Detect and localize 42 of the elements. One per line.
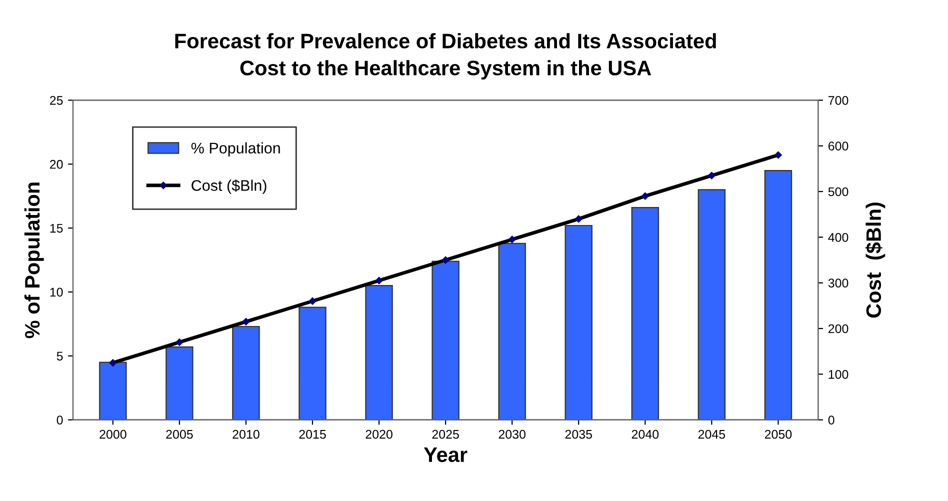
x-tick-label: 2045 bbox=[698, 430, 726, 439]
y-tick-label: 15 bbox=[50, 224, 63, 233]
bar bbox=[298, 306, 326, 420]
y-tick-label: 25 bbox=[50, 96, 63, 105]
bar bbox=[166, 346, 194, 420]
bar bbox=[564, 224, 592, 420]
y-axis-title: % of Population bbox=[24, 182, 44, 338]
legend-label: % Population bbox=[191, 142, 280, 157]
bar bbox=[432, 260, 460, 420]
x-tick-label: 2050 bbox=[764, 430, 792, 439]
x-tick-label: 2010 bbox=[232, 430, 260, 439]
x-axis-title: Year bbox=[424, 448, 468, 462]
x-tick-label: 2025 bbox=[432, 430, 459, 439]
bar bbox=[232, 326, 260, 420]
legend-label: Cost ($Bln) bbox=[192, 179, 266, 194]
y2-tick-label: 0 bbox=[828, 416, 834, 424]
y-tick-label: 5 bbox=[56, 352, 63, 361]
y2-tick-label: 500 bbox=[828, 187, 848, 196]
y-tick-label: 20 bbox=[50, 160, 63, 169]
x-tick-label: 2000 bbox=[100, 430, 126, 439]
bar bbox=[365, 285, 393, 420]
bar bbox=[764, 170, 792, 420]
bar bbox=[498, 242, 526, 420]
bar bbox=[698, 189, 726, 420]
y-tick-label: 10 bbox=[50, 288, 63, 297]
y2-tick-label: 300 bbox=[828, 278, 848, 288]
y-tick-label: 0 bbox=[56, 416, 63, 424]
y2-tick-label: 400 bbox=[828, 232, 848, 242]
x-tick-label: 2040 bbox=[632, 430, 659, 439]
bar bbox=[631, 207, 660, 420]
chart-title: Forecast for Prevalence of Diabetes and Its Associated Cost to the Healthcare System in the USA bbox=[175, 33, 716, 80]
x-tick-label: 2005 bbox=[166, 430, 193, 439]
y2-tick-label: 600 bbox=[828, 142, 848, 151]
x-tick-label: 2020 bbox=[366, 430, 392, 439]
y2-tick-label: 700 bbox=[828, 96, 848, 105]
y2-axis-title: Cost ($Bln) bbox=[865, 202, 886, 318]
x-tick-label: 2035 bbox=[565, 430, 592, 439]
y2-tick-label: 100 bbox=[828, 370, 848, 379]
x-tick-label: 2030 bbox=[498, 430, 526, 439]
y2-tick-label: 200 bbox=[828, 324, 848, 334]
x-tick-label: 2015 bbox=[299, 430, 326, 439]
bar bbox=[99, 362, 127, 420]
